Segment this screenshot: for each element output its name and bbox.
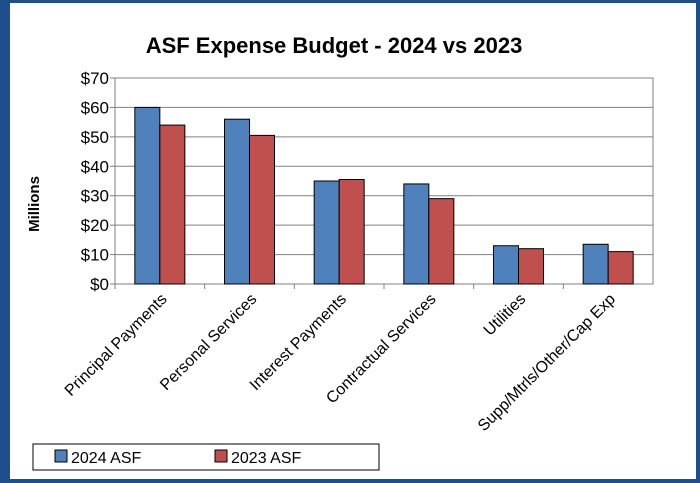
gridlines <box>110 77 654 289</box>
y-tick-label: $60 <box>81 98 109 117</box>
bar-2024-asf <box>403 183 430 285</box>
x-tick-label: Principal Payments <box>62 291 171 400</box>
bar-2023-asf <box>518 248 544 285</box>
legend-swatch <box>214 449 228 463</box>
legend-swatch <box>54 449 68 463</box>
legend: 2024 ASF 2023 ASF <box>32 443 380 471</box>
x-tick-label: Personal Services <box>157 291 260 394</box>
y-tick-label: $10 <box>81 246 109 265</box>
bar-2023-asf <box>338 179 365 285</box>
chart-title: ASF Expense Budget - 2024 vs 2023 <box>146 33 523 58</box>
bar-2024-asf <box>582 243 609 285</box>
legend-box <box>32 443 380 471</box>
bar-2024-asf <box>224 118 250 285</box>
bar-2024-asf <box>134 106 161 285</box>
bars <box>134 106 634 285</box>
bar-2024-asf <box>313 180 340 285</box>
x-tick-label: Interest Payments <box>247 291 350 394</box>
y-tick-label: $40 <box>81 157 109 176</box>
y-axis-ticks: $0 $10 $20 $30 $40 $50 $60 $70 <box>81 69 109 294</box>
y-tick-label: $70 <box>81 69 109 88</box>
y-axis-label: Millions <box>26 176 43 232</box>
bar-2023-asf <box>607 251 634 285</box>
y-tick-label: $30 <box>81 187 109 206</box>
y-tick-label: $50 <box>81 128 109 147</box>
bar-2023-asf <box>428 198 455 285</box>
chart-frame: ASF Expense Budget - 2024 vs 2023 Millio… <box>10 3 696 479</box>
bar-chart: ASF Expense Budget - 2024 vs 2023 Millio… <box>26 33 654 471</box>
y-tick-label: $0 <box>90 275 109 294</box>
y-tick-label: $20 <box>81 216 109 235</box>
x-tick-label: Utilities <box>481 291 529 339</box>
plot-area-border <box>114 77 654 285</box>
legend-label: 2024 ASF <box>71 450 142 467</box>
bar-2024-asf <box>493 245 519 285</box>
legend-label: 2023 ASF <box>231 450 302 467</box>
bar-2023-asf <box>249 134 275 285</box>
bar-2023-asf <box>159 124 186 285</box>
